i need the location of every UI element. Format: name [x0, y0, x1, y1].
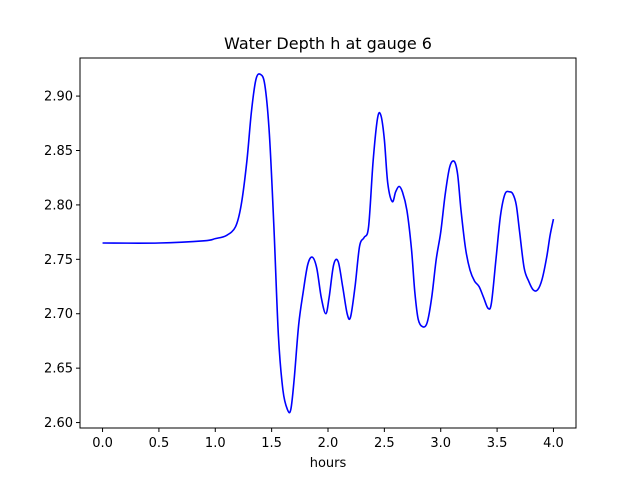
- x-tick-label: 3.0: [430, 436, 451, 451]
- x-tick-label: 4.0: [543, 436, 564, 451]
- plot-area: [102, 73, 555, 414]
- x-tick-label: 3.5: [487, 436, 508, 451]
- x-axis-label: hours: [310, 456, 347, 471]
- chart-title: Water Depth h at gauge 6: [224, 34, 432, 53]
- y-tick-label: 2.65: [44, 362, 73, 377]
- y-tick-label: 2.75: [44, 253, 73, 268]
- y-tick-label: 2.70: [44, 307, 73, 322]
- x-tick-label: 2.0: [318, 436, 339, 451]
- x-tick-label: 2.5: [374, 436, 395, 451]
- y-axis: 2.60 2.65 2.70 2.75 2.80 2.85 2.90: [44, 90, 80, 431]
- axes-frame: [79, 57, 577, 429]
- y-tick-label: 2.80: [44, 198, 73, 213]
- y-tick-label: 2.60: [44, 416, 73, 431]
- y-tick-label: 2.90: [44, 90, 73, 105]
- x-tick-label: 1.0: [205, 436, 226, 451]
- x-axis: 0.0 0.5 1.0 1.5 2.0 2.5 3.0 3.5 4.0: [92, 428, 564, 451]
- water-depth-series-line: [102, 73, 555, 414]
- x-tick-label: 0.5: [149, 436, 170, 451]
- x-tick-label: 0.0: [92, 436, 113, 451]
- x-tick-label: 1.5: [261, 436, 282, 451]
- y-tick-label: 2.85: [44, 144, 73, 159]
